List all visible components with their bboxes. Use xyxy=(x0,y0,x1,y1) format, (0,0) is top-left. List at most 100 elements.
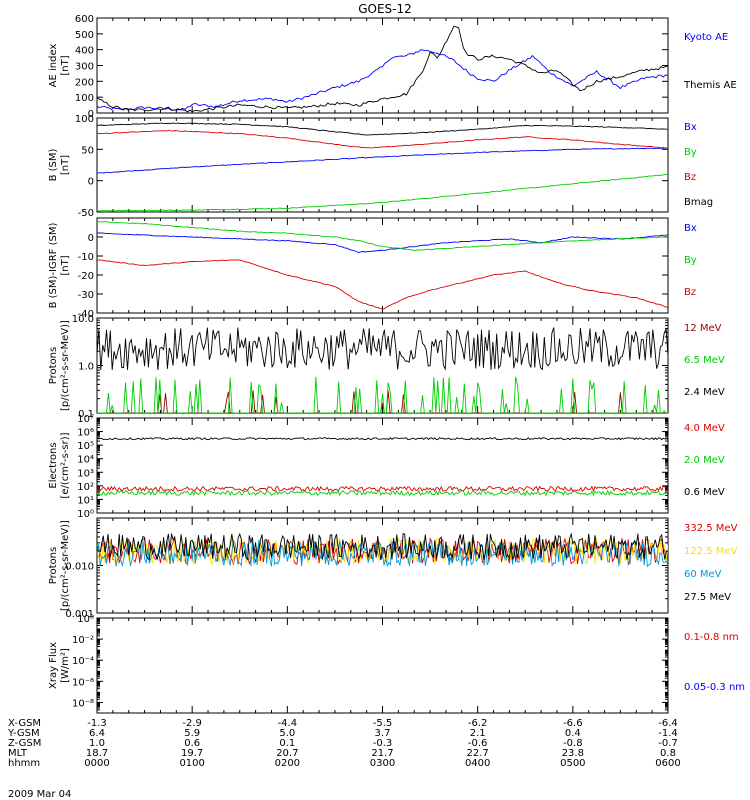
legend-entry: Kyoto AE xyxy=(684,32,728,43)
ephemeris-value: -6.2 xyxy=(468,718,488,729)
y-tick-label: 0.001 xyxy=(65,609,94,620)
series-line-bx xyxy=(97,232,668,253)
series-line-bz xyxy=(97,129,668,149)
y-axis-label: [p/(cm²-s-sr-MeV)] xyxy=(60,320,71,411)
ephemeris-value: 19.7 xyxy=(181,748,203,759)
ephemeris-value: -0.8 xyxy=(563,738,583,749)
ephemeris-value: 21.7 xyxy=(371,748,393,759)
y-tick-label: -30 xyxy=(78,290,94,301)
series-group xyxy=(97,437,668,497)
panel-frame xyxy=(96,317,669,414)
y-axis-label: [nT] xyxy=(60,255,71,275)
ephemeris-row-label: MLT xyxy=(8,748,28,759)
ephemeris-value: -2.9 xyxy=(182,718,202,729)
ephemeris-value: 0200 xyxy=(275,758,300,769)
panel-frame xyxy=(96,117,669,213)
y-tick-label: 0 xyxy=(88,177,94,188)
ephemeris-row-label: Z-GSM xyxy=(8,738,41,749)
y-tick-label: -20 xyxy=(78,271,94,282)
panel-b-field: -50 0 50 100 B (SM) [nT] Bx By Bz Bmag xyxy=(48,114,713,219)
ephemeris-value: 3.7 xyxy=(375,728,391,739)
series-line-2-4-mev xyxy=(97,327,668,371)
series-group xyxy=(97,122,668,212)
panel-frame xyxy=(96,517,669,614)
y-tick-label: -50 xyxy=(78,208,94,219)
series-line-4-0-mev xyxy=(97,485,668,493)
series-group xyxy=(97,532,668,568)
ephemeris-value: 2.1 xyxy=(470,728,486,739)
panel-frame xyxy=(96,217,669,314)
y-tick-label: 0.010 xyxy=(65,562,94,573)
series-group xyxy=(97,327,668,413)
series-line-2-0-mev xyxy=(97,489,668,497)
y-axis-label: [W/m²] xyxy=(60,648,71,683)
legend-entry: 27.5 MeV xyxy=(684,592,731,603)
y-tick-label: 10⁴ xyxy=(77,455,94,466)
ephemeris-value: 1.0 xyxy=(89,738,105,749)
ephemeris-footer: X-GSM -1.3 -2.9 -4.4 -5.5 -6.2 -6.6 -6.4 Y-GSM 6.… xyxy=(7,718,681,769)
ephemeris-value: -6.4 xyxy=(658,718,678,729)
y-tick-label: 10¹ xyxy=(77,495,94,506)
ephemeris-value: 0500 xyxy=(560,758,585,769)
legend-entry: Bx xyxy=(684,122,697,133)
panel-ae-index: 0 100 200 300 400 500 600 AE index [nT] Kyoto AE T… xyxy=(48,14,737,120)
y-tick-label: 10³ xyxy=(77,468,94,479)
panel-protons-high: 0.001 0.010 Protons [p/(cm²-s-sr-MeV)] 332.5… xyxy=(48,517,738,620)
y-axis-label: [nT] xyxy=(60,55,71,75)
y-axis-label: Electrons xyxy=(48,442,59,488)
panel-xray: 10⁻⁸ 10⁻⁶ 10⁻⁴ 10⁻² 10⁰ Xray Flux [W/m²] 0.1-0.… xyxy=(48,614,745,714)
ephemeris-value: 6.4 xyxy=(89,728,105,739)
series-line-kyoto-ae xyxy=(97,49,668,111)
y-tick-label: 100 xyxy=(75,114,94,125)
y-axis-label: B (SM)-IGRF (SM) xyxy=(48,223,59,309)
y-tick-label: -40 xyxy=(78,309,94,320)
ephemeris-value: -0.6 xyxy=(468,738,488,749)
y-tick-label: 400 xyxy=(75,46,94,57)
series-group xyxy=(97,25,668,113)
ephemeris-row-label: hhmm xyxy=(8,758,40,769)
y-axis-label: Xray Flux xyxy=(48,642,59,689)
y-tick-label: 10⁰ xyxy=(77,509,94,520)
panel-frame xyxy=(96,417,669,514)
legend-entry: 122.5 MeV xyxy=(684,546,738,557)
legend-entry: Themis AE xyxy=(683,80,737,91)
ephemeris-value: 0400 xyxy=(465,758,490,769)
legend-entry: 2.4 MeV xyxy=(684,387,725,398)
legend-entry: By xyxy=(684,147,697,158)
legend-entry: 2.0 MeV xyxy=(684,455,725,466)
y-axis-label: Protons xyxy=(48,547,59,584)
legend-entry: 4.0 MeV xyxy=(684,423,725,434)
y-tick-label: 300 xyxy=(75,62,94,73)
series-line-27-5-mev xyxy=(97,532,668,561)
y-tick-label: 200 xyxy=(75,77,94,88)
ephemeris-value: 18.7 xyxy=(86,748,108,759)
y-tick-label: 600 xyxy=(75,14,94,25)
ephemeris-value: 0.4 xyxy=(565,728,581,739)
series-line-by xyxy=(97,173,668,212)
y-tick-label: 10⁷ xyxy=(77,414,94,425)
ephemeris-row-label: X-GSM xyxy=(8,718,41,729)
legend-entry: 60 MeV xyxy=(684,569,722,580)
y-axis-label: AE index xyxy=(48,44,59,88)
y-tick-label: 10.0 xyxy=(72,314,94,325)
ephemeris-value: 20.7 xyxy=(276,748,298,759)
legend-entry: 6.5 MeV xyxy=(684,355,725,366)
ephemeris-value: 23.8 xyxy=(562,748,584,759)
ephemeris-value: 5.9 xyxy=(184,728,200,739)
y-axis-label: [nT] xyxy=(60,155,71,175)
series-line-0-6-mev xyxy=(97,437,668,441)
legend-entry: 0.1-0.8 nm xyxy=(684,632,739,643)
y-tick-label: 10⁶ xyxy=(77,428,94,439)
ephemeris-value: 0.6 xyxy=(184,738,200,749)
series-line-themis-ae xyxy=(97,25,668,113)
y-tick-label: 50 xyxy=(81,145,94,156)
ephemeris-value: -0.7 xyxy=(658,738,678,749)
y-tick-label: 100 xyxy=(75,93,94,104)
ephemeris-value: 0.8 xyxy=(660,748,676,759)
series-group xyxy=(97,221,668,310)
series-line-60-mev xyxy=(97,538,668,568)
panel-protons-low: 0.1 1.0 10.0 Protons [p/(cm²-s-sr-MeV)] 12 Me… xyxy=(48,314,725,420)
ephemeris-value: 5.0 xyxy=(279,728,295,739)
